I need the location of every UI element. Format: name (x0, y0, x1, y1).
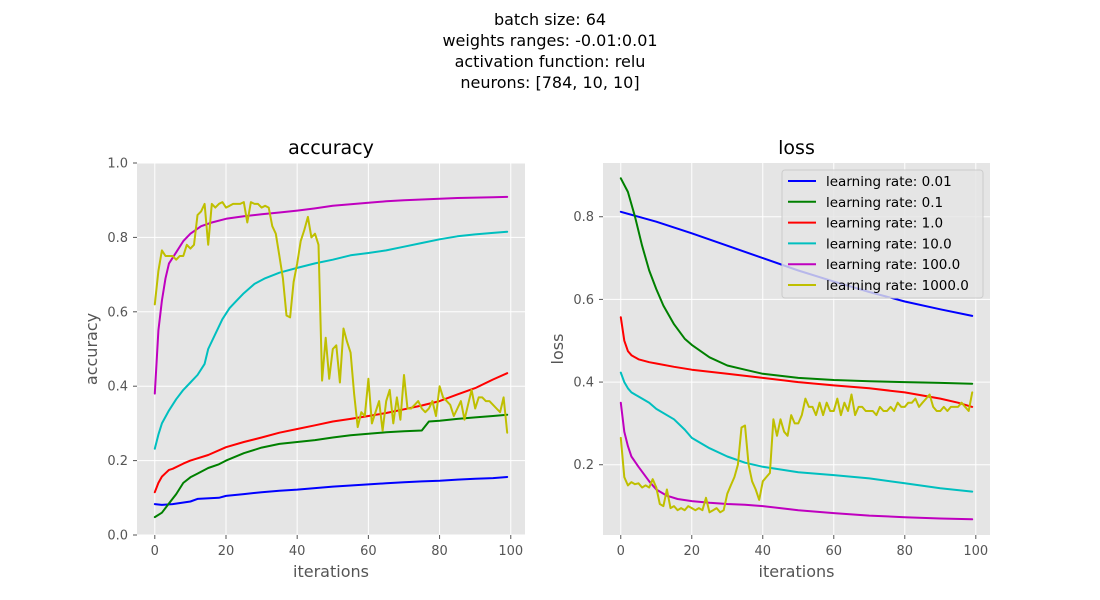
accuracy-series-learning-rate-1000.0 (153, 201, 509, 434)
figure-suptitle: batch size: 64 weights ranges: -0.01:0.0… (0, 9, 1100, 93)
loss-xtick-label: 60 (826, 544, 843, 559)
loss-chart: 0 20 40 60 80 100 0.2 0.4 0.6 0.8 loss iterations lo… (548, 137, 990, 581)
accuracy-ytick-label: 0.0 (107, 529, 128, 544)
loss-title: loss (778, 137, 815, 159)
accuracy-xtick-label: 40 (289, 544, 306, 559)
legend-box (781, 169, 984, 299)
accuracy-series-learning-rate-100.0 (153, 195, 509, 395)
loss-series-learning-rate-0.1 (619, 177, 974, 385)
suptitle-activation-function: activation function: relu (454, 52, 646, 71)
loss-series-learning-rate-1.0 (619, 316, 974, 408)
legend-label-learning-rate-100.0: learning rate: 100.0 (826, 257, 960, 273)
accuracy-xtick-label: 80 (431, 544, 448, 559)
suptitle-neurons: neurons: [784, 10, 10] (460, 73, 640, 92)
accuracy-ytick-label: 0.4 (107, 380, 128, 395)
loss-series-learning-rate-10.0 (619, 371, 974, 493)
accuracy-ylabel: accuracy (82, 313, 101, 385)
loss-ylabel: loss (548, 334, 567, 365)
loss-xlabel: iterations (759, 562, 835, 581)
suptitle-weights-ranges: weights ranges: -0.01:0.01 (442, 31, 658, 50)
suptitle-batch-size: batch size: 64 (493, 10, 607, 29)
legend-label-learning-rate-0.01: learning rate: 0.01 (826, 174, 952, 190)
accuracy-series-learning-rate-10.0 (153, 230, 509, 450)
legend-label-learning-rate-10.0: learning rate: 10.0 (826, 236, 952, 252)
legend-label-learning-rate-0.1: learning rate: 0.1 (826, 195, 943, 211)
accuracy-ytick-label: 0.6 (107, 305, 128, 320)
loss-ytick-label: 0.4 (573, 376, 594, 391)
loss-xtick-label: 40 (754, 544, 771, 559)
accuracy-ytick-label: 1.0 (107, 157, 128, 172)
accuracy-series-learning-rate-1.0 (153, 372, 509, 494)
loss-series-learning-rate-100.0 (619, 401, 974, 521)
loss-xtick-label: 100 (963, 544, 988, 559)
loss-xtick-label: 80 (897, 544, 914, 559)
loss-legend: learning rate: 0.01 learning rate: 0.1 lea… (781, 169, 984, 299)
loss-ytick-label: 0.8 (573, 210, 594, 225)
accuracy-xtick-label: 0 (151, 544, 159, 559)
loss-xtick-label: 0 (617, 544, 625, 559)
accuracy-chart: 0 20 40 60 80 100 0.0 0.2 0.4 0.6 0.8 1.0 accuracy it… (82, 137, 525, 581)
accuracy-xtick-label: 60 (360, 544, 377, 559)
accuracy-ytick-label: 0.2 (107, 454, 128, 469)
loss-ytick-label: 0.6 (573, 293, 594, 308)
loss-xtick-label: 20 (683, 544, 700, 559)
accuracy-series-learning-rate-0.01 (153, 476, 509, 506)
accuracy-xtick-label: 20 (218, 544, 235, 559)
legend-label-learning-rate-1000.0: learning rate: 1000.0 (826, 278, 969, 294)
accuracy-title: accuracy (288, 137, 374, 159)
legend-label-learning-rate-1.0: learning rate: 1.0 (826, 216, 943, 232)
accuracy-xtick-label: 100 (498, 544, 523, 559)
accuracy-series-learning-rate-0.1 (153, 413, 509, 519)
loss-ytick-label: 0.2 (573, 458, 594, 473)
loss-series-learning-rate-1000.0 (619, 391, 974, 514)
accuracy-xlabel: iterations (293, 562, 369, 581)
accuracy-ytick-label: 0.8 (107, 231, 128, 246)
